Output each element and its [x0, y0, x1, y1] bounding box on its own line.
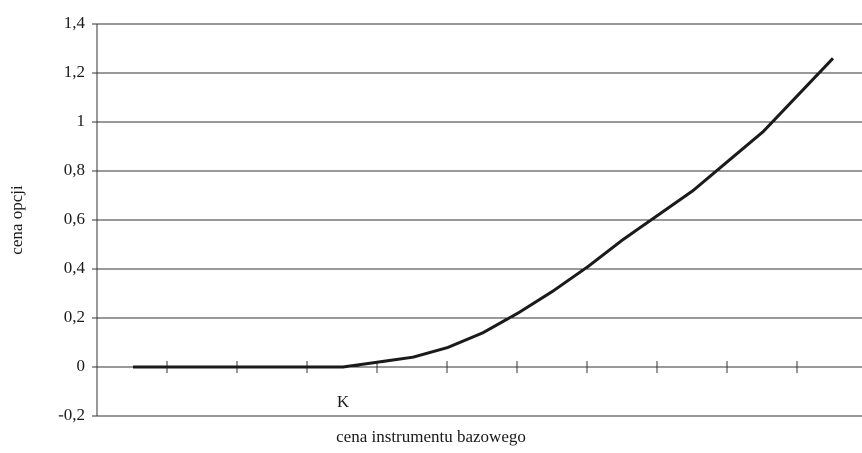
y-tick-label: 1,2 — [64, 62, 85, 81]
y-tick-label: 0,4 — [64, 258, 86, 277]
x-tick-label: K — [337, 392, 350, 411]
y-tick-label: 1 — [77, 111, 86, 130]
y-axis-title: cena opcji — [7, 185, 26, 255]
y-tick-label: -0,2 — [58, 405, 85, 424]
x-axis-title: cena instrumentu bazowego — [336, 427, 526, 446]
y-tick-label: 0 — [77, 356, 86, 375]
y-tick-label: 0,2 — [64, 307, 85, 326]
y-tick-label: 0,8 — [64, 160, 85, 179]
y-tick-label: 0,6 — [64, 209, 85, 228]
y-tick-label: 1,4 — [64, 13, 86, 32]
data-line — [133, 57, 835, 369]
